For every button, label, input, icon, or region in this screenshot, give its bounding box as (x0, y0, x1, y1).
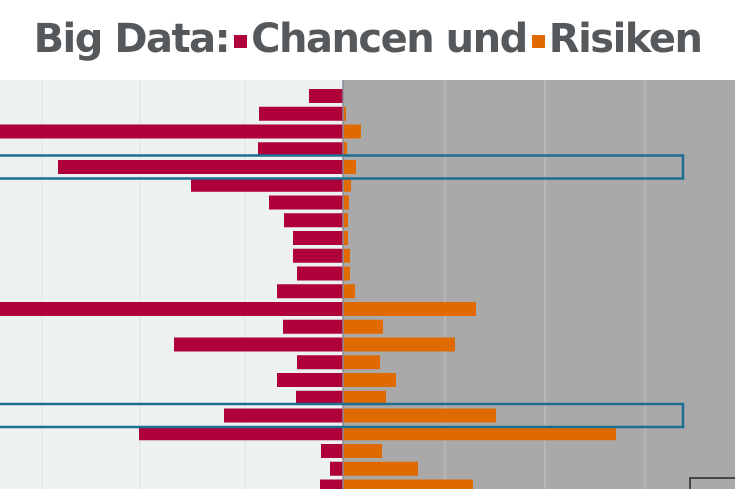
legend-label-chancen: Chancen und (251, 16, 528, 62)
bar-risiken-8 (343, 231, 348, 245)
bar-chancen-6 (269, 195, 343, 210)
bar-chancen-14 (174, 337, 343, 352)
bar-risiken-22 (343, 479, 473, 489)
diverging-bar-chart (0, 80, 735, 489)
bar-chancen-19 (139, 426, 343, 441)
bar-chancen-13 (283, 319, 343, 334)
bar-chancen-9 (293, 248, 343, 263)
bar-chancen-2 (0, 124, 343, 139)
bar-chancen-12 (0, 302, 343, 316)
bar-chancen-11 (277, 284, 343, 299)
bar-risiken-20 (343, 444, 382, 458)
bar-chancen-8 (293, 231, 343, 245)
bar-chancen-18 (224, 408, 343, 423)
legend-swatch-risiken (531, 34, 545, 48)
bar-risiken-13 (343, 319, 383, 334)
bar-risiken-16 (343, 373, 396, 387)
legend-label-risiken: Risiken (548, 16, 703, 62)
bar-risiken-10 (343, 266, 350, 281)
bar-chancen-5 (191, 177, 343, 192)
bar-chancen-16 (277, 373, 343, 387)
bar-chancen-7 (284, 213, 343, 228)
bar-chancen-17 (296, 390, 343, 405)
highlight-box-row-18 (0, 402, 685, 429)
bar-chancen-21 (330, 461, 343, 476)
bar-risiken-6 (343, 195, 349, 210)
highlight-box-row-4 (0, 154, 685, 180)
legend-swatch-chancen (234, 34, 248, 48)
bar-risiken-7 (343, 213, 348, 228)
bar-chancen-1 (259, 106, 343, 121)
bar-chancen-22 (320, 479, 343, 489)
bar-risiken-21 (343, 461, 418, 476)
corner-frame (689, 477, 735, 489)
bar-chancen-15 (297, 355, 343, 370)
bar-chancen-0 (309, 89, 343, 103)
bar-chancen-3 (258, 142, 343, 157)
bar-risiken-15 (343, 355, 380, 370)
bar-chancen-20 (321, 444, 343, 458)
title-prefix: Big Data: (33, 16, 231, 62)
bar-chancen-4 (58, 160, 343, 174)
bar-risiken-9 (343, 248, 350, 263)
bar-risiken-14 (343, 337, 455, 352)
bar-risiken-4 (343, 160, 356, 174)
bar-risiken-19 (343, 426, 616, 441)
bar-chancen-10 (297, 266, 343, 281)
bar-risiken-1 (343, 106, 346, 121)
bar-risiken-2 (343, 124, 361, 139)
bar-risiken-3 (343, 142, 347, 157)
bar-risiken-11 (343, 284, 355, 299)
bar-risiken-5 (343, 177, 351, 192)
bar-risiken-18 (343, 408, 496, 423)
bar-risiken-12 (343, 302, 476, 316)
bar-risiken-17 (343, 390, 386, 405)
chart-title: Big Data: Chancen und Risiken (0, 0, 735, 78)
